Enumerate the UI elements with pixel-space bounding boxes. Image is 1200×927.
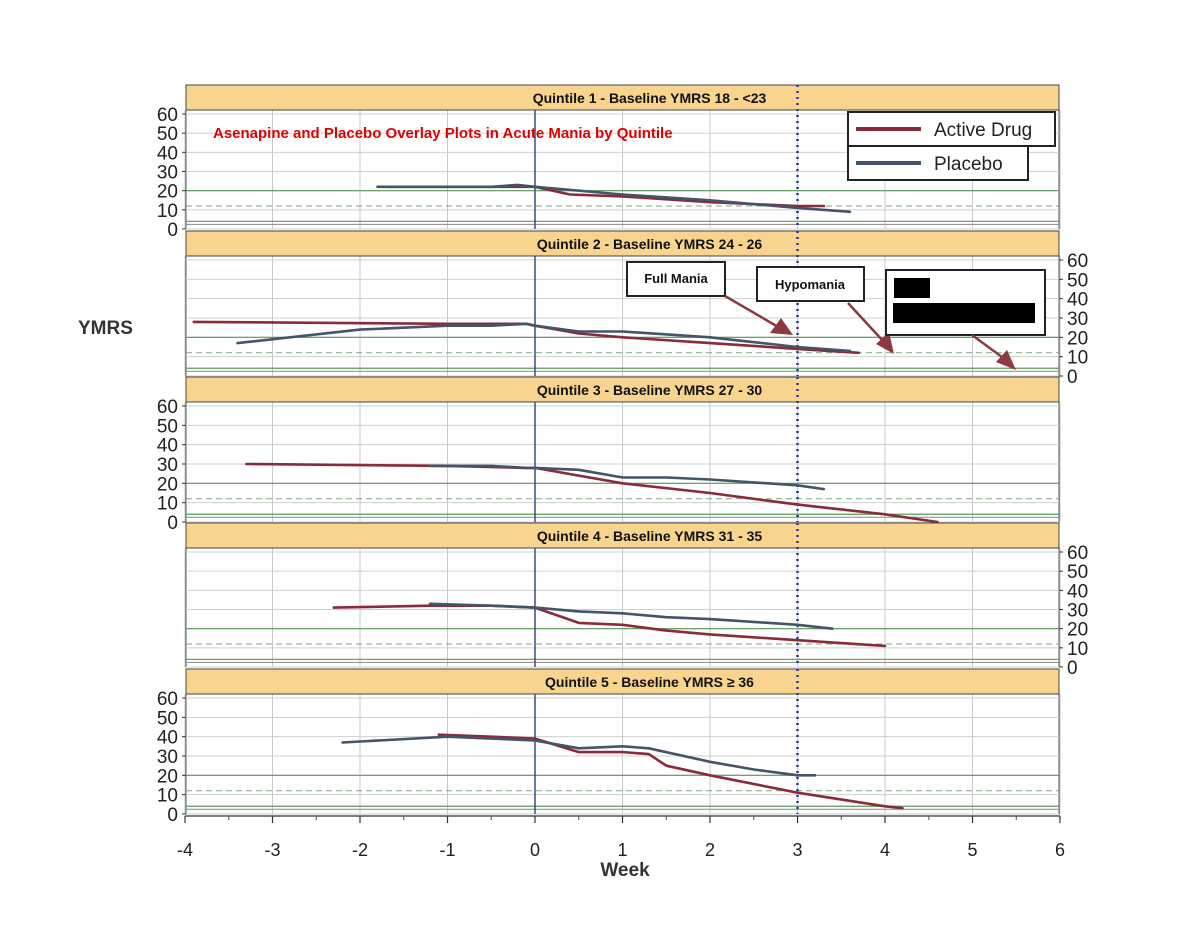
panel-quintile-4: Quintile 4 - Baseline YMRS 31 - 35 010203… <box>184 522 1088 679</box>
redaction-block-1 <box>894 278 930 298</box>
y-tick-label: 10 <box>157 201 178 222</box>
redacted-arrowhead <box>996 350 1016 370</box>
x-tick-label: 5 <box>967 840 977 860</box>
x-tick-label: 0 <box>530 840 540 860</box>
y-tick-label: 40 <box>157 143 178 164</box>
y-tick-label: 30 <box>157 747 178 768</box>
y-tick-label: 40 <box>1067 581 1088 602</box>
y-tick-label: 40 <box>1067 290 1088 311</box>
y-tick-label: 10 <box>157 786 178 807</box>
panels-layer: Quintile 1 - Baseline YMRS 18 - <2301020… <box>157 84 1088 826</box>
x-tick-label: 4 <box>880 840 890 860</box>
y-tick-label: 60 <box>157 105 178 126</box>
panel-title-bar <box>185 230 1060 257</box>
hypomania-arrowhead <box>876 332 894 354</box>
y-tick-label: 30 <box>1067 601 1088 622</box>
redaction-block-2 <box>893 303 1035 323</box>
annotation-redacted <box>885 269 1046 370</box>
y-axis-title: YMRS <box>78 318 133 339</box>
panel-title: Quintile 3 - Baseline YMRS 27 - 30 <box>537 382 763 398</box>
x-axis-title: Week <box>600 860 650 881</box>
x-tick-label: 6 <box>1055 840 1065 860</box>
panel-title: Quintile 4 - Baseline YMRS 31 - 35 <box>537 528 763 544</box>
panel-title: Quintile 1 - Baseline YMRS 18 - <23 <box>533 90 767 106</box>
panel-title-bar <box>185 522 1060 549</box>
x-tick-label: 2 <box>705 840 715 860</box>
full-mania-arrowhead <box>770 318 793 335</box>
panel-title: Quintile 2 - Baseline YMRS 24 - 26 <box>537 236 763 252</box>
y-tick-label: 20 <box>1067 620 1088 641</box>
y-tick-label: 0 <box>167 805 178 826</box>
y-tick-label: 20 <box>157 766 178 787</box>
y-tick-label: 30 <box>157 163 178 184</box>
y-tick-label: 0 <box>167 513 178 534</box>
x-tick-label: -4 <box>177 840 193 860</box>
series-line-active-drug <box>192 320 861 355</box>
legend-label-placebo: Placebo <box>934 154 1003 175</box>
series-line-placebo <box>376 183 852 214</box>
y-tick-label: 0 <box>1067 658 1078 679</box>
annotation-hypomania: Hypomania <box>756 266 894 354</box>
panel-title-bar <box>185 668 1060 695</box>
y-tick-label: 10 <box>1067 348 1088 369</box>
y-tick-label: 0 <box>167 220 178 241</box>
panel-title-bar <box>185 376 1060 403</box>
panel-quintile-5: Quintile 5 - Baseline YMRS ≥ 36 010203040… <box>157 668 1061 826</box>
y-tick-label: 30 <box>157 455 178 476</box>
series-line-placebo <box>341 735 817 777</box>
x-axis: -4 -3 -2 -1 0 1 2 3 4 5 6 <box>177 815 1065 860</box>
series-line-placebo <box>428 464 826 491</box>
y-tick-label: 20 <box>157 474 178 495</box>
y-tick-label: 60 <box>157 397 178 418</box>
y-tick-label: 40 <box>157 436 178 457</box>
x-tick-label: -1 <box>439 840 455 860</box>
y-tick-label: 50 <box>1067 562 1088 583</box>
y-tick-label: 0 <box>1067 367 1078 388</box>
legend: Active Drug Placebo <box>847 111 1056 181</box>
y-tick-label: 50 <box>1067 270 1088 291</box>
x-tick-label: -2 <box>352 840 368 860</box>
annotation-full-mania-label: Full Mania <box>644 271 708 286</box>
annotation-hypomania-label: Hypomania <box>775 277 846 292</box>
annotation-full-mania: Full Mania <box>626 261 793 335</box>
legend-label-active-drug: Active Drug <box>934 120 1032 141</box>
series-line-active-drug <box>437 733 904 810</box>
y-tick-label: 40 <box>157 728 178 749</box>
series-line-placebo <box>428 602 834 631</box>
series-line-placebo <box>236 322 852 353</box>
y-tick-label: 20 <box>1067 328 1088 349</box>
x-tick-label: -3 <box>264 840 280 860</box>
y-tick-label: 60 <box>157 689 178 710</box>
y-tick-label: 10 <box>157 494 178 515</box>
y-tick-label: 60 <box>1067 251 1088 272</box>
y-tick-label: 60 <box>1067 543 1088 564</box>
y-tick-label: 20 <box>157 182 178 203</box>
panel-title-bar <box>185 84 1060 111</box>
y-tick-label: 30 <box>1067 309 1088 330</box>
y-tick-label: 10 <box>1067 639 1088 660</box>
panel-title: Quintile 5 - Baseline YMRS ≥ 36 <box>545 674 754 690</box>
y-tick-label: 50 <box>157 124 178 145</box>
x-tick-label: 3 <box>792 840 802 860</box>
y-tick-label: 50 <box>157 416 178 437</box>
y-tick-label: 50 <box>157 708 178 729</box>
panel-quintile-3: Quintile 3 - Baseline YMRS 27 - 30 010203… <box>157 376 1061 534</box>
chart-title: Asenapine and Placebo Overlay Plots in A… <box>213 125 673 142</box>
x-tick-label: 1 <box>617 840 627 860</box>
